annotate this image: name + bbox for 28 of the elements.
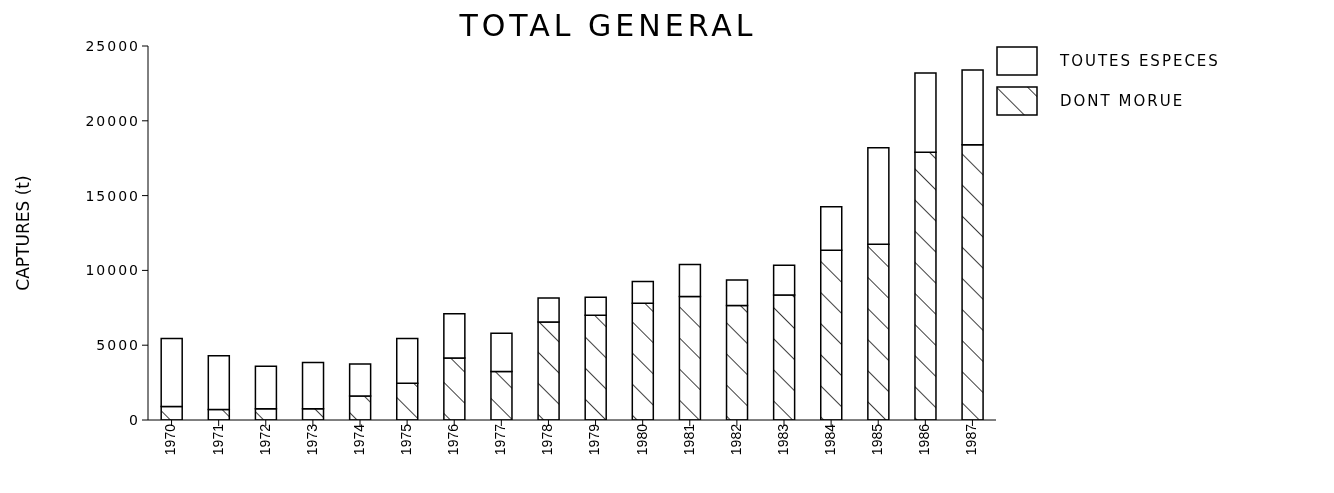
- x-tick-label: 1984: [822, 423, 839, 456]
- y-tick-label: 5000: [96, 337, 140, 354]
- y-axis-title: CAPTURES (t): [13, 175, 34, 291]
- x-tick-label: 1970: [162, 423, 179, 456]
- x-tick-label: 1974: [350, 423, 367, 456]
- x-tick-label: 1972: [256, 423, 273, 456]
- y-tick-label: 10000: [85, 262, 140, 279]
- x-tick-label: 1976: [445, 423, 462, 456]
- y-tick-label: 20000: [85, 112, 140, 129]
- y-tick-label: 0: [129, 411, 140, 428]
- chart-title: TOTAL GENERAL: [458, 8, 758, 43]
- x-tick-label: 1982: [727, 423, 744, 456]
- x-tick-label: 1987: [963, 423, 980, 456]
- x-tick-label: 1971: [209, 423, 226, 456]
- x-tick-label: 1975: [398, 423, 415, 456]
- x-tick-label: 1978: [539, 423, 556, 456]
- x-tick-label: 1986: [916, 423, 933, 456]
- x-tick-label: 1973: [303, 423, 320, 456]
- x-tick-label: 1985: [869, 423, 886, 456]
- x-tick-label: 1980: [633, 423, 650, 456]
- x-tick-label: 1979: [586, 423, 603, 456]
- x-tick-label: 1983: [774, 423, 791, 456]
- y-tick-label: 15000: [85, 187, 140, 204]
- x-tick-label: 1981: [680, 423, 697, 456]
- legend-label: TOUTES ESPECES: [1060, 52, 1220, 70]
- x-tick-label: 1977: [492, 423, 509, 456]
- legend-label: DONT MORUE: [1060, 92, 1185, 110]
- y-tick-label: 25000: [85, 37, 140, 54]
